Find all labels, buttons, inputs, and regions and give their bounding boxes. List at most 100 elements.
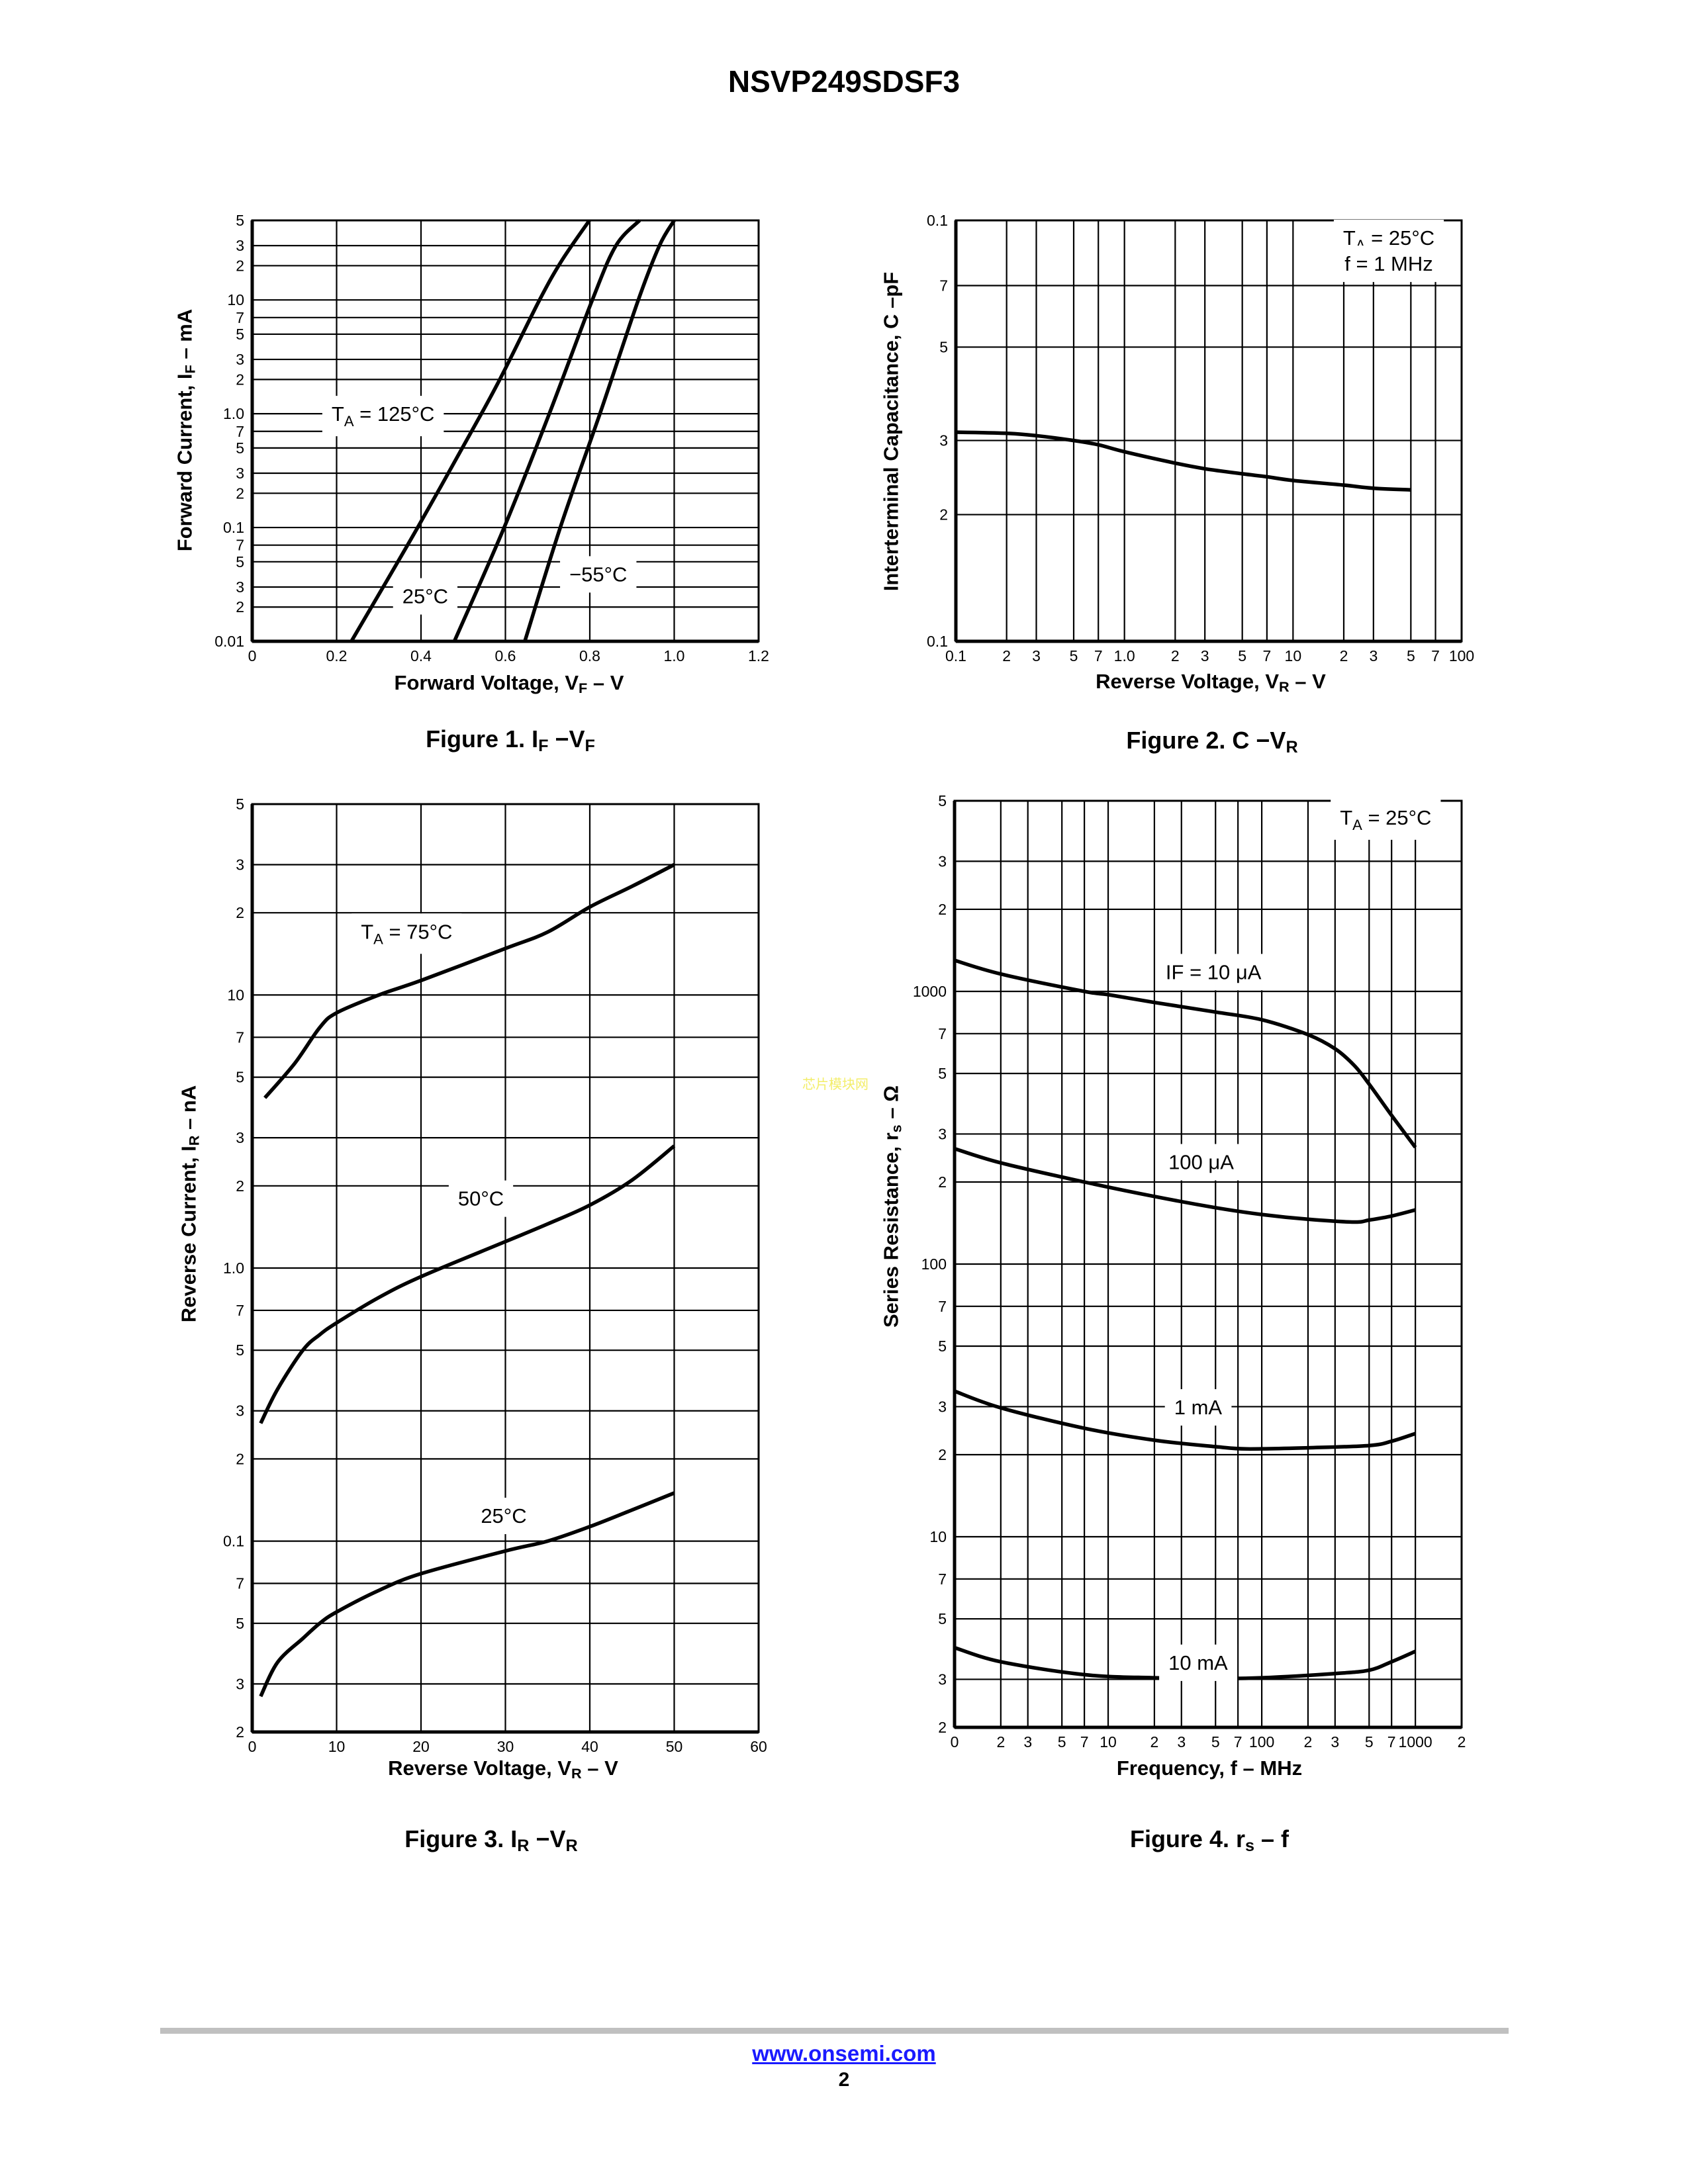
y-tick-label: 3 [236, 465, 244, 482]
label-main: 25°C [402, 585, 448, 608]
y-tick-label: 5 [938, 1338, 947, 1355]
y-tick-label: 3 [938, 1670, 947, 1688]
fig4-y-axis-title: Series Resistance, rs – Ω [879, 1085, 905, 1328]
y-tick-label: 5 [236, 553, 244, 570]
fig2-xlabel-text: Reverse Voltage, V [1096, 670, 1280, 693]
website-link[interactable]: www.onsemi.com [752, 2041, 936, 2066]
fig1-ylabel-post: – mA [173, 308, 197, 365]
y-tick-label: 10 [227, 291, 244, 308]
y-tick-label: 2 [236, 1177, 244, 1195]
y-tick-label: 3 [938, 1398, 947, 1415]
curve-label-text: 100 μA [1168, 1151, 1234, 1174]
label-rest: = 125°C [354, 402, 435, 426]
y-tick-label: 100 [921, 1255, 947, 1273]
fig3-y-axis-title: Reverse Current, IR – nA [177, 1085, 203, 1323]
x-tick-label: 0.1 [945, 647, 966, 664]
series-line-1mA [954, 1389, 1416, 1451]
fig1-caption-sub1: F [538, 737, 549, 756]
watermark: 芯片模块网 [802, 1076, 868, 1092]
x-tick-label: 5 [1070, 647, 1078, 664]
y-tick-label: 5 [236, 1069, 244, 1086]
x-tick-label: 20 [412, 1738, 430, 1755]
label-background [1159, 1144, 1244, 1181]
fig4-ylabel-post: – Ω [879, 1085, 903, 1125]
x-tick-label: 10 [1285, 647, 1302, 664]
y-tick-label: 7 [938, 1025, 947, 1042]
label-background [560, 556, 637, 593]
curve-label: IF = 10 μA [1156, 954, 1271, 991]
series-line-100uA [954, 1146, 1416, 1224]
x-tick-label: 2 [1340, 647, 1348, 664]
fig3-caption-sub2: R [565, 1837, 578, 1856]
y-tick-label: 5 [938, 1065, 947, 1082]
curve-label: 25°C [471, 1498, 536, 1535]
y-tick-label: 3 [236, 237, 244, 254]
fig3-xlabel-post: – V [581, 1756, 618, 1780]
y-tick-label: 7 [236, 537, 244, 554]
y-tick-label: 3 [939, 432, 948, 449]
y-tick-label: 2 [938, 901, 947, 918]
label-main: IF = 10 μA [1166, 960, 1262, 983]
label-main: T [361, 920, 373, 943]
x-tick-label: 100 [1249, 1733, 1274, 1751]
fig1-caption: Figure 1. IF −VF [246, 725, 775, 756]
x-tick-label: 5 [1211, 1733, 1220, 1751]
document-title: NSVP249SDSF3 [727, 64, 961, 99]
series-line-IF10uA [954, 958, 1417, 1149]
y-tick-label: 2 [938, 1446, 947, 1463]
x-tick-label: 7 [1094, 647, 1103, 664]
y-tick-label: 5 [236, 439, 244, 457]
y-tick-label: 1.0 [223, 1259, 244, 1277]
fig3-caption: Figure 3. IR −VR [226, 1825, 756, 1856]
fig1-caption-mid: −V [548, 725, 585, 752]
fig2-xlabel-sub: R [1279, 678, 1289, 696]
y-tick-label: 5 [236, 796, 244, 813]
fig1-ylabel-sub: F [181, 365, 199, 374]
y-tick-label: 3 [938, 852, 947, 870]
curve-label: TA = 25°C [1331, 799, 1441, 840]
label-background [1331, 799, 1441, 840]
label-background [1335, 246, 1442, 283]
fig4-x-axis-title: Frequency, f – MHz [1117, 1756, 1302, 1782]
label-main: T [332, 402, 344, 426]
x-tick-label: 7 [1234, 1733, 1243, 1751]
figure-1-chart: 0 0.2 0.4 0.6 0.8 1.0 1.25321075321.075320.175… [214, 212, 769, 664]
fig1-xlabel-text: Forward Voltage, V [394, 671, 579, 694]
x-tick-label: 0.4 [410, 647, 432, 664]
series-line-25C [259, 1491, 675, 1698]
fig2-ylabel-text: Interterminal Capacitance, C –pF [879, 271, 903, 592]
label-background [393, 578, 458, 615]
y-tick-label: 7 [236, 423, 244, 440]
y-tick-label: 3 [236, 1129, 244, 1146]
label-rest: = 75°C [383, 920, 453, 943]
fig1-caption-sub2: F [585, 737, 595, 756]
x-tick-label: 3 [1369, 647, 1378, 664]
y-tick-label: 2 [939, 506, 948, 523]
fig3-caption-text: Figure 3. I [404, 1825, 518, 1852]
label-main: T [1343, 226, 1356, 250]
x-tick-label: 50 [666, 1738, 683, 1755]
curve-label: 25°C [393, 578, 458, 615]
x-tick-label: 5 [1058, 1733, 1066, 1751]
x-tick-label: 10 [1100, 1733, 1117, 1751]
fig2-x-axis-title: Reverse Voltage, VR – V [1096, 670, 1326, 696]
fig4-xlabel-text: Frequency, f – MHz [1116, 1756, 1303, 1780]
curve-label: f = 1 MHz [1335, 246, 1442, 283]
x-tick-label: 2 [996, 1733, 1005, 1751]
x-tick-label: 5 [1238, 647, 1246, 664]
series-line-C [955, 430, 1411, 492]
x-tick-label: 2 [1304, 1733, 1313, 1751]
label-main: T [1340, 806, 1352, 829]
fig3-x-axis-title: Reverse Voltage, VR – V [388, 1756, 618, 1782]
y-tick-label: 3 [236, 578, 244, 596]
footer-link-container: www.onsemi.com [0, 2041, 1688, 2066]
fig4-caption: Figure 4. rs – f [945, 1825, 1474, 1856]
y-tick-label: 2 [938, 1173, 947, 1191]
label-main: 50°C [458, 1187, 504, 1210]
y-tick-label: 3 [236, 351, 244, 368]
fig1-ylabel-text: Forward Current, I [173, 373, 197, 552]
label-background [322, 396, 444, 437]
x-tick-label: 30 [497, 1738, 514, 1755]
curve-label: 10 mA [1159, 1644, 1238, 1681]
